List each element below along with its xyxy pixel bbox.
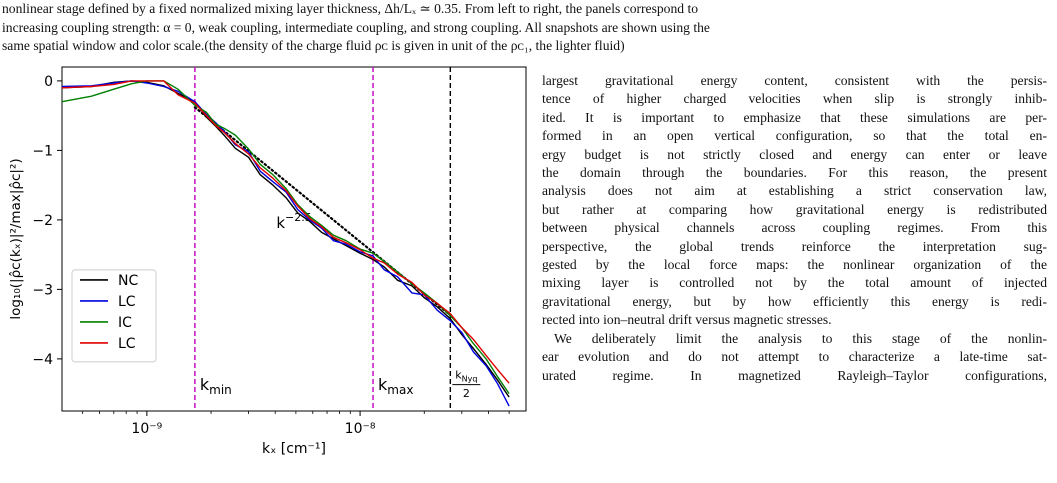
x-tick-label: 10⁻⁹ (131, 421, 162, 437)
legend-label-0: NC (118, 273, 138, 289)
text-line: tence of higher charged velocities when … (542, 91, 1047, 107)
series-line-3 (61, 80, 510, 384)
y-tick-label: −2 (32, 213, 53, 229)
text-line: but rather at comparing how gravitationa… (542, 201, 1047, 217)
y-axis-label: log₁₀(|ρ̂ᴄ(kₓ)|²/max|ρ̂ᴄ|²) (8, 158, 24, 319)
text-line: ear evolution and do not attempt to char… (542, 349, 1047, 365)
text-line: analysis does not aim at establishing a … (542, 183, 1047, 199)
axes-frame (61, 66, 527, 412)
text-line: rected into ion–neutral drift versus mag… (542, 312, 832, 328)
text-line: urated regime. In magnetized Rayleigh–Ta… (542, 367, 1047, 383)
text-line: gested by the local force maps: the nonl… (542, 257, 1047, 273)
legend-label-2: IC (118, 315, 132, 331)
y-tick-label: −3 (32, 282, 53, 298)
y-tick-label: 0 (44, 74, 53, 90)
text-line: mixing layer is controlled not by the to… (542, 275, 1047, 291)
knyq-denominator: 2 (463, 387, 470, 400)
kmax-label-subscript: max (387, 383, 413, 397)
figure-caption: nonlinear stage defined by a fixed norma… (2, 0, 1052, 56)
kmax-label: kmax (378, 375, 413, 397)
legend-label-1: LC (118, 294, 136, 310)
text-line: between physical channels across couplin… (542, 220, 1047, 236)
text-line: We deliberately limit the analysis to th… (554, 330, 1047, 346)
paragraph-1: largest gravitational energy content, co… (542, 72, 1047, 330)
kmin-label-subscript: min (209, 383, 232, 397)
caption-line: same spatial window and color scale.(the… (2, 38, 625, 53)
legend-label-3: LC (118, 336, 136, 352)
series-line-2 (61, 80, 510, 394)
legend-box (71, 269, 157, 363)
text-line: perspective, the global trends reinforce… (542, 238, 1047, 254)
text-line: largest gravitational energy content, co… (542, 73, 1047, 88)
text-line: ergy budget is not strictly closed and e… (542, 146, 1047, 162)
text-line: the domain through the boundaries. For t… (542, 165, 1047, 181)
paragraph-2: We deliberately limit the analysis to th… (542, 330, 1047, 385)
x-axis-label: kₓ [cm⁻¹] (262, 441, 326, 457)
spectrum-figure: 0 −1 −2 −3 −4 10⁻⁹ 10⁻⁸ kₓ [cm⁻¹] log₁₀(|ρ̂ᴄ(kₓ)… (0, 55, 530, 475)
knyq-subscript: Nyq (462, 374, 478, 383)
body-text: largest gravitational energy content, co… (542, 72, 1047, 385)
caption-line: nonlinear stage defined by a fixed norma… (2, 1, 699, 16)
kmin-label: kmin (200, 375, 232, 397)
caption-line: increasing coupling strength: α = 0, wea… (2, 19, 710, 35)
text-line: formed in an open vertical configuration… (542, 128, 1047, 144)
spectrum-chart: 0 −1 −2 −3 −4 10⁻⁹ 10⁻⁸ kₓ [cm⁻¹] log₁₀(|ρ̂ᴄ(kₓ)… (8, 66, 527, 457)
y-tick-label: −1 (32, 143, 53, 159)
y-tick-label: −4 (32, 352, 53, 368)
series-line-1 (61, 80, 510, 407)
knyq-numerator: kNyq (455, 368, 477, 383)
text-line: gravitational energy, but by how efficie… (542, 293, 1047, 309)
text-line: ited. It is important to emphasize that … (542, 109, 1047, 125)
x-tick-label: 10⁻⁸ (345, 421, 376, 437)
